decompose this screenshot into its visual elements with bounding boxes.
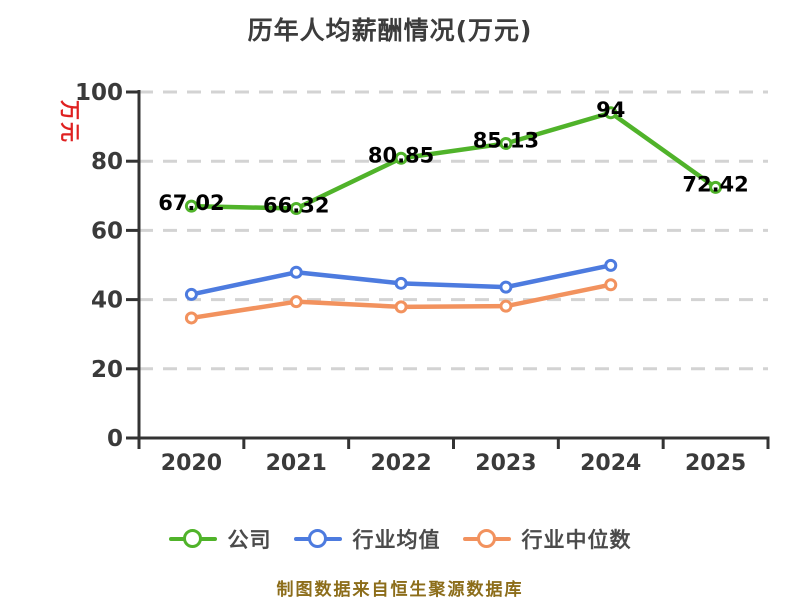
data-point-label: 67.02	[158, 191, 224, 215]
legend-item-industry-average[interactable]: 行业均值	[293, 524, 441, 554]
data-point-marker	[604, 258, 618, 272]
chart-title: 历年人均薪酬情况(万元)	[247, 16, 533, 45]
data-point-label: 72.42	[682, 172, 748, 196]
y-tick-label: 80	[91, 149, 123, 175]
data-point-marker	[289, 202, 303, 216]
x-tick-label: 2023	[475, 451, 536, 476]
data-point-marker	[499, 280, 513, 294]
data-point-marker	[709, 180, 723, 194]
series-line-公司	[189, 110, 718, 211]
data-point-label: 66.32	[263, 194, 329, 218]
x-tick-label: 2022	[370, 451, 431, 476]
data-point-marker	[604, 278, 618, 292]
y-tick-label: 20	[91, 357, 123, 383]
x-tick-label: 2025	[685, 451, 746, 476]
legend-label: 行业中位数	[521, 528, 632, 552]
data-point-marker	[604, 106, 618, 120]
data-point-marker	[184, 287, 198, 301]
data-point-marker	[184, 199, 198, 213]
x-tick-label: 2024	[580, 451, 641, 476]
data-point-label: 85.13	[473, 128, 539, 152]
data-source-note: 制图数据来自恒生聚源数据库	[276, 580, 524, 600]
data-point-marker	[184, 311, 198, 325]
line-circle-marker-icon	[293, 528, 342, 550]
y-tick-label: 40	[91, 288, 123, 314]
legend-label: 行业均值	[352, 528, 441, 552]
data-point-marker	[394, 151, 408, 165]
line-circle-marker-icon	[168, 528, 217, 550]
data-point-marker	[499, 136, 513, 150]
data-point-label: 80.85	[368, 143, 434, 167]
data-point-marker	[394, 276, 408, 290]
x-tick-label: 2020	[161, 451, 222, 476]
y-tick-label: 60	[91, 218, 123, 244]
y-tick-label: 0	[107, 426, 123, 452]
data-point-marker	[394, 300, 408, 314]
legend-label: 公司	[227, 528, 272, 552]
data-point-marker	[289, 295, 303, 309]
line-circle-marker-icon	[462, 528, 511, 550]
data-point-marker	[289, 265, 303, 279]
legend-item-industry-median[interactable]: 行业中位数	[462, 524, 632, 554]
data-point-label: 94	[596, 98, 625, 122]
legend-item-company[interactable]: 公司	[168, 524, 272, 554]
x-tick-label: 2021	[266, 451, 327, 476]
legend: 公司 行业均值 行业中位数	[0, 524, 800, 554]
y-tick-label: 100	[75, 80, 123, 106]
data-point-marker	[499, 299, 513, 313]
